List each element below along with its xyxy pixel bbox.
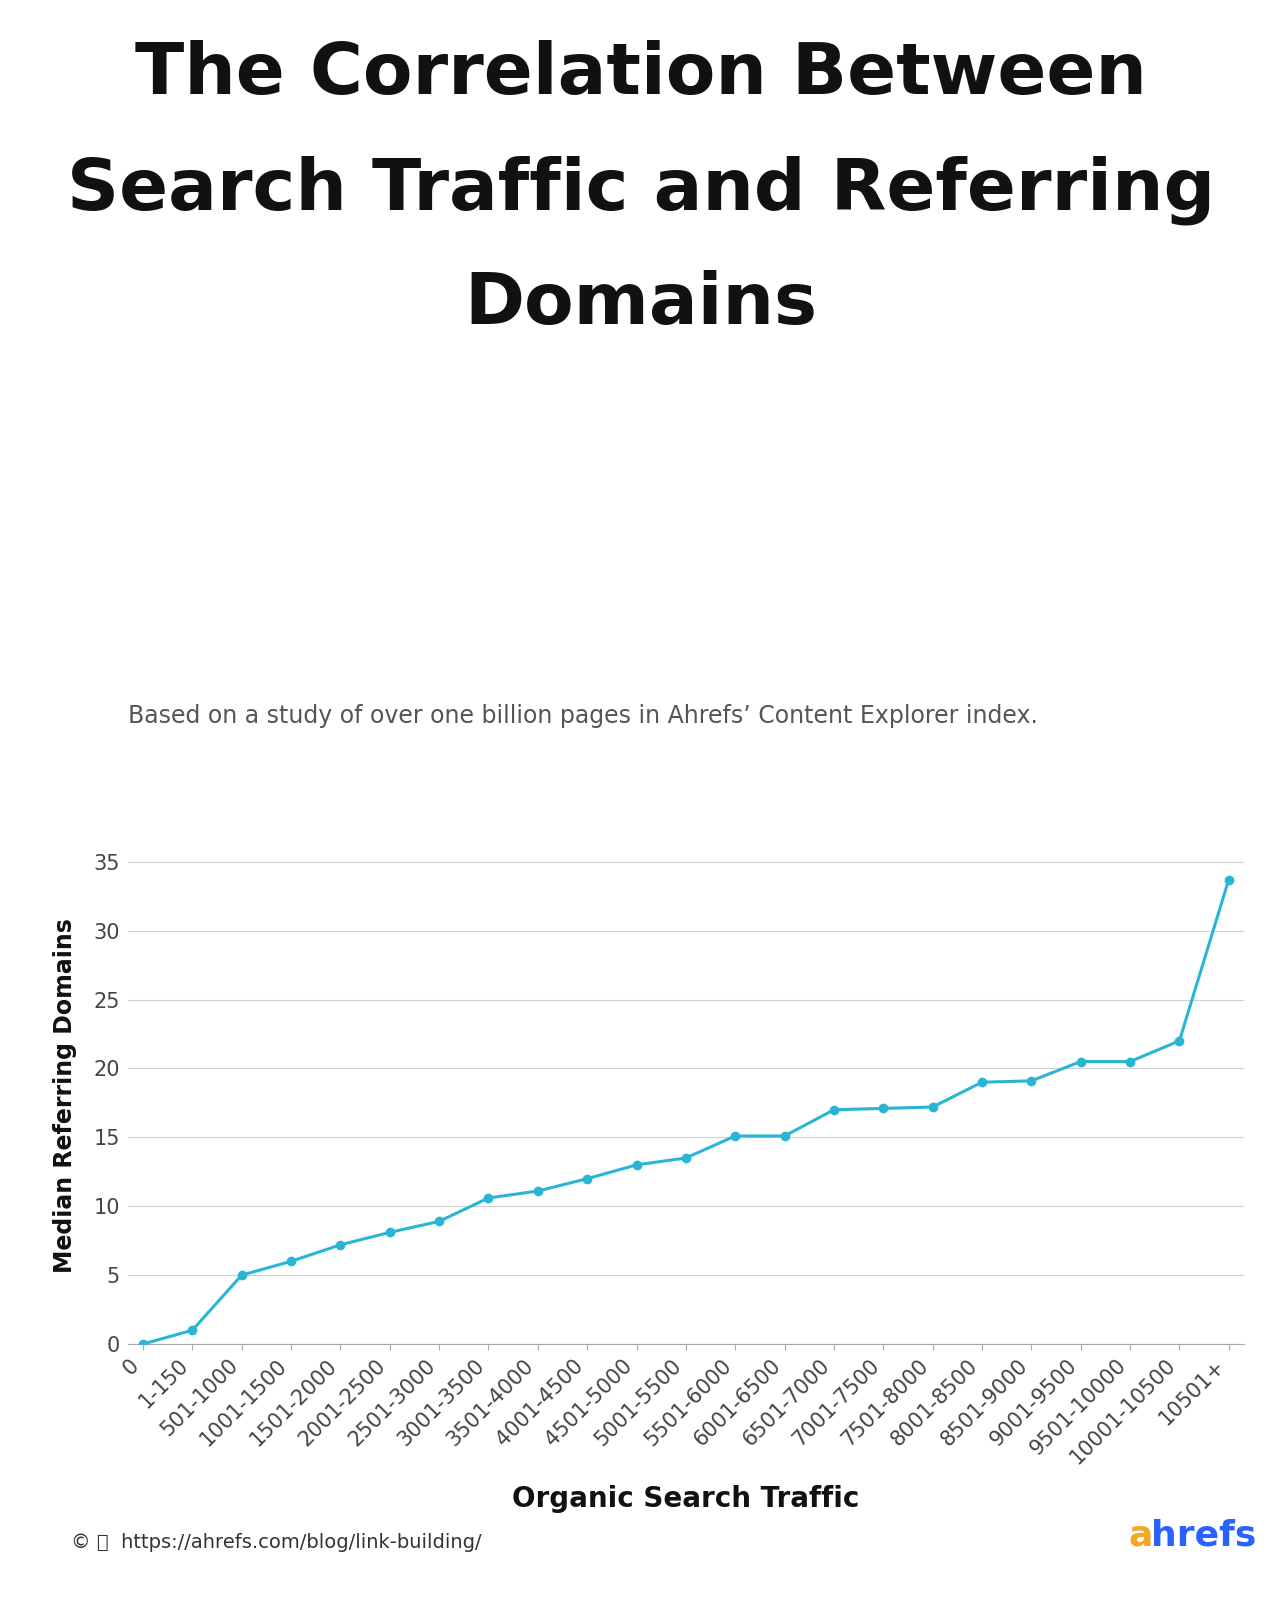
- Text: The Correlation Between: The Correlation Between: [135, 40, 1147, 109]
- Text: Domains: Domains: [464, 270, 818, 339]
- Y-axis label: Median Referring Domains: Median Referring Domains: [53, 918, 77, 1274]
- Text: a: a: [1128, 1518, 1153, 1552]
- Text: hrefs: hrefs: [1151, 1518, 1256, 1552]
- Text: © ⓘ  https://ahrefs.com/blog/link-building/: © ⓘ https://ahrefs.com/blog/link-buildin…: [71, 1533, 481, 1552]
- X-axis label: Organic Search Traffic: Organic Search Traffic: [513, 1485, 859, 1514]
- Text: Based on a study of over one billion pages in Ahrefs’ Content Explorer index.: Based on a study of over one billion pag…: [128, 704, 1038, 728]
- Text: Search Traffic and Referring: Search Traffic and Referring: [67, 155, 1215, 224]
